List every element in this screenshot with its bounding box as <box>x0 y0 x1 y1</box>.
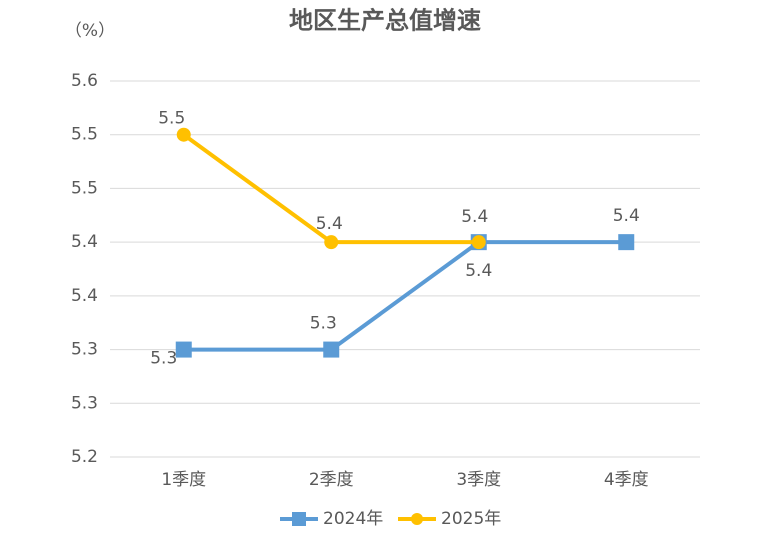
data-label: 5.3 <box>150 349 177 369</box>
legend-marker <box>292 512 306 526</box>
y-tick-label: 5.5 <box>71 125 98 145</box>
data-label: 5.4 <box>316 214 343 234</box>
legend-marker <box>411 513 423 525</box>
data-label: 5.3 <box>310 314 337 334</box>
x-tick-label: 3季度 <box>456 470 501 490</box>
marker <box>323 341 340 358</box>
marker <box>324 235 339 250</box>
y-unit-label: （%） <box>65 21 115 41</box>
series-line <box>183 240 627 352</box>
data-label: 5.4 <box>465 261 492 281</box>
marker <box>175 341 192 358</box>
legend-label: 2025年 <box>441 509 501 529</box>
y-tick-label: 5.6 <box>71 71 98 91</box>
y-tick-label: 5.2 <box>71 447 98 467</box>
y-tick-label: 5.3 <box>71 393 98 413</box>
x-tick-label: 4季度 <box>604 470 649 490</box>
x-tick-label: 1季度 <box>161 470 206 490</box>
marker <box>176 127 191 142</box>
y-tick-label: 5.4 <box>71 286 98 306</box>
x-tick-label: 2季度 <box>309 470 354 490</box>
legend-label: 2024年 <box>323 509 383 529</box>
y-tick-label: 5.4 <box>71 232 98 252</box>
data-label: 5.4 <box>613 206 640 226</box>
data-label: 5.4 <box>461 207 488 227</box>
data-label: 5.5 <box>158 109 185 129</box>
marker <box>618 234 635 251</box>
chart-title: 地区生产总值增速 <box>289 6 481 35</box>
marker <box>471 235 486 250</box>
y-tick-label: 5.5 <box>71 178 98 198</box>
y-tick-label: 5.3 <box>71 340 98 360</box>
